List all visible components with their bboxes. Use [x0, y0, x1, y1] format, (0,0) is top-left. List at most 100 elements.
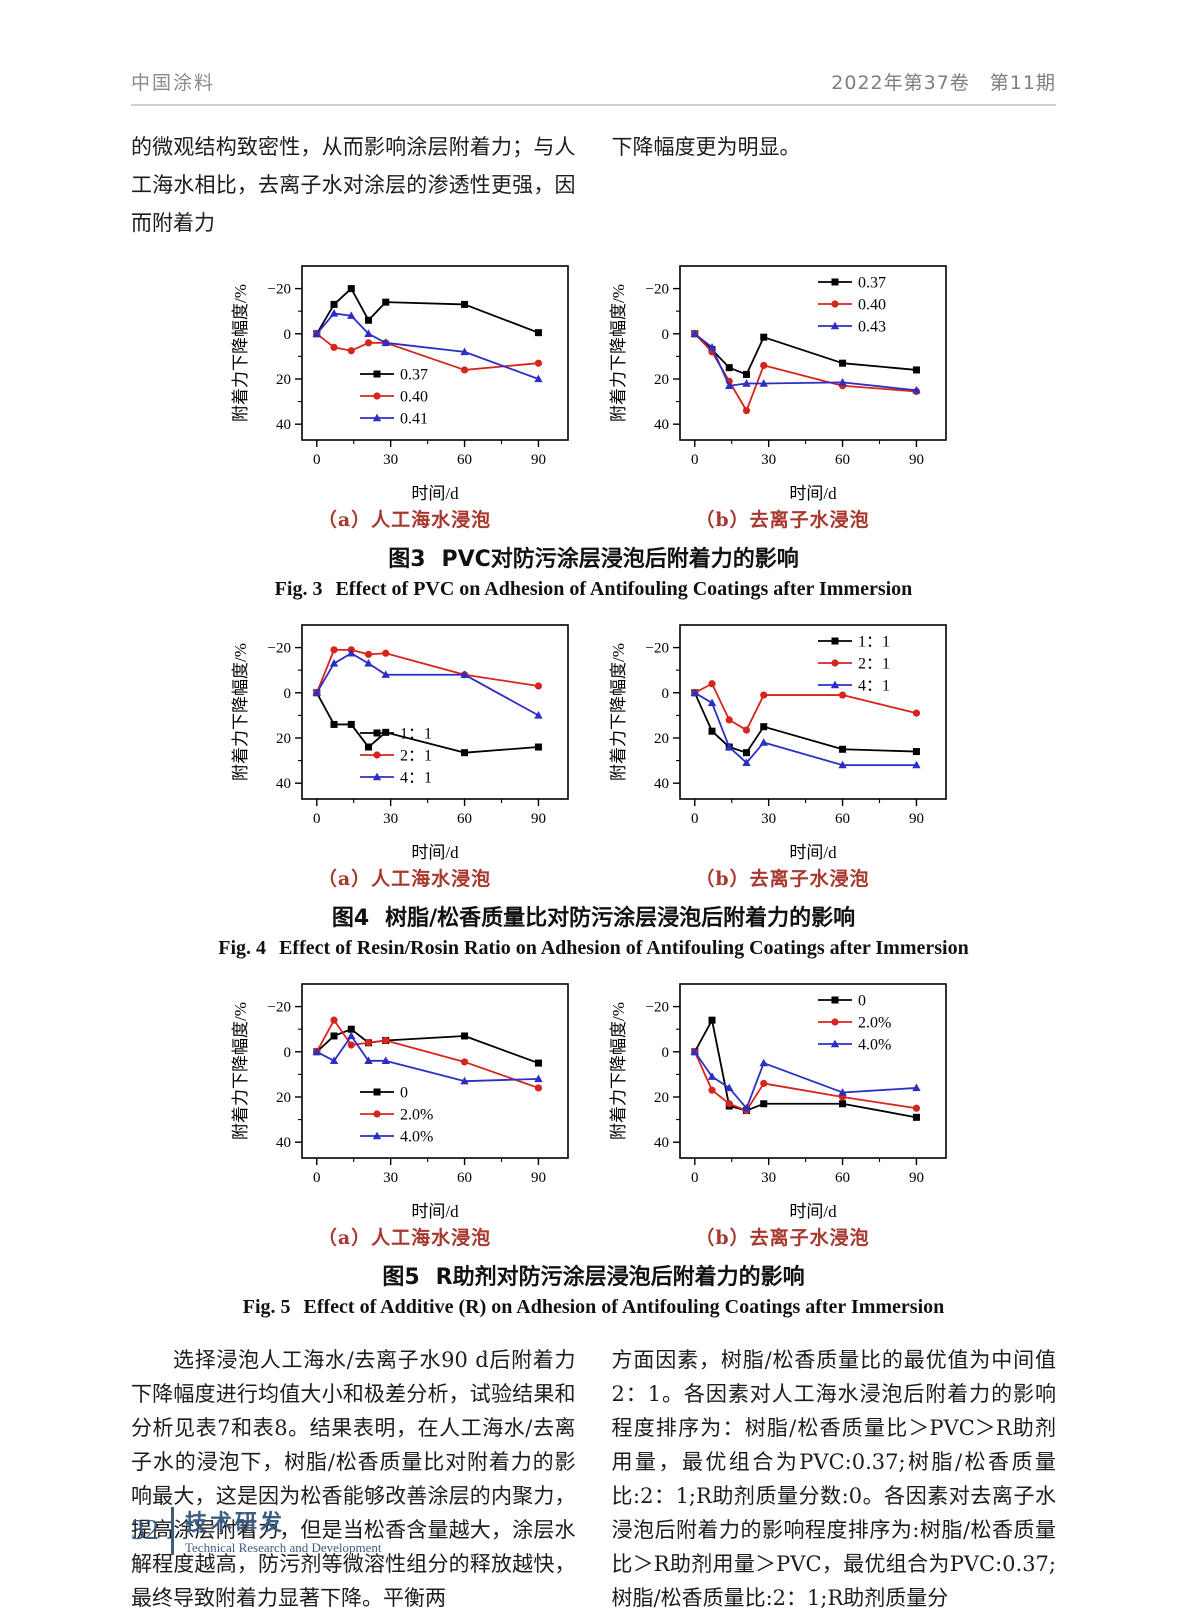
svg-text:20: 20 — [654, 372, 669, 388]
journal-name: 中国涂料 — [131, 72, 216, 94]
figure-5-caption-en: Fig. 5 Effect of Additive (R) on Adhesion… — [131, 1296, 1056, 1319]
svg-text:0: 0 — [313, 1170, 321, 1186]
svg-text:0: 0 — [691, 811, 699, 827]
svg-text:30: 30 — [383, 452, 398, 468]
svg-text:4：1: 4：1 — [400, 770, 432, 787]
figure-5-caption-en-label: Fig. 5 — [242, 1296, 291, 1318]
svg-text:0: 0 — [400, 1085, 408, 1102]
figure-3-caption-en-text: Effect of PVC on Adhesion of Antifouling… — [335, 578, 913, 600]
svg-text:30: 30 — [761, 1170, 776, 1186]
svg-text:2.0%: 2.0% — [400, 1107, 433, 1124]
svg-text:30: 30 — [761, 452, 776, 468]
body-left-column: 选择浸泡人工海水/去离子水90 d后附着力下降幅度进行均值大小和极差分析，试验结… — [131, 1348, 576, 1610]
svg-text:−20: −20 — [267, 641, 290, 657]
svg-text:20: 20 — [276, 1090, 291, 1106]
figure-4-charts: −20 0 20 40 0 30 60 90 时间/d 附着力下降幅度/% 1：1 2：1 4：1 （a… — [131, 611, 1056, 891]
chart-fig4b: −20 0 20 40 0 30 60 90 时间/d 附着力下降幅度/% 1：1 2：1 4：1 — [609, 624, 947, 862]
subcaption-4a: （a）人工海水浸泡 — [317, 868, 492, 890]
footer-divider — [171, 1506, 174, 1555]
svg-text:时间/d: 时间/d — [789, 484, 837, 503]
svg-text:附着力下降幅度/%: 附着力下降幅度/% — [231, 284, 250, 422]
chart-fig3a: −20 0 20 40 0 30 60 90 时间/d 附着力下降幅度/% 0.37 0.40 0.41 — [231, 265, 569, 503]
svg-text:0: 0 — [283, 1045, 291, 1061]
intro-paragraphs: 的微观结构致密性，从而影响涂层附着力；与人工海水相比，去离子水对涂层的渗透性更强… — [131, 128, 1056, 242]
figure-5-caption-zh-text: R助剂对防污涂层浸泡后附着力的影响 — [435, 1265, 805, 1290]
svg-text:−20: −20 — [645, 282, 668, 298]
svg-text:20: 20 — [276, 731, 291, 747]
svg-text:90: 90 — [530, 1170, 545, 1186]
svg-text:20: 20 — [654, 731, 669, 747]
svg-text:0: 0 — [283, 327, 291, 343]
svg-text:40: 40 — [654, 417, 669, 433]
svg-text:0.43: 0.43 — [858, 319, 886, 336]
figure-3-caption-zh-text: PVC对防污涂层浸泡后附着力的影响 — [441, 547, 799, 572]
svg-text:30: 30 — [383, 811, 398, 827]
svg-text:0: 0 — [661, 327, 669, 343]
svg-text:1：1: 1：1 — [858, 634, 890, 651]
svg-text:−20: −20 — [267, 282, 290, 298]
svg-text:60: 60 — [457, 452, 472, 468]
figure-4-caption-en: Fig. 4 Effect of Resin/Rosin Ratio on Adh… — [131, 937, 1056, 960]
body-paragraphs: 选择浸泡人工海水/去离子水90 d后附着力下降幅度进行均值大小和极差分析，试验结… — [131, 1343, 1056, 1615]
svg-text:2.0%: 2.0% — [858, 1015, 891, 1032]
figure-5-caption-zh-label: 图5 — [382, 1265, 420, 1290]
svg-text:0: 0 — [858, 993, 866, 1010]
figure-3-caption-en-label: Fig. 3 — [274, 578, 323, 600]
svg-text:60: 60 — [835, 811, 850, 827]
svg-text:−20: −20 — [645, 641, 668, 657]
figure-4-caption-zh-label: 图4 — [331, 906, 370, 931]
chart-fig4a: −20 0 20 40 0 30 60 90 时间/d 附着力下降幅度/% 1：1 2：1 4：1 — [231, 624, 569, 862]
figure-5-caption-zh: 图5 R助剂对防污涂层浸泡后附着力的影响 — [131, 1259, 1056, 1291]
svg-text:附着力下降幅度/%: 附着力下降幅度/% — [231, 643, 250, 781]
svg-text:40: 40 — [654, 1135, 669, 1151]
svg-text:0: 0 — [661, 1045, 669, 1061]
svg-text:0: 0 — [313, 811, 321, 827]
svg-text:附着力下降幅度/%: 附着力下降幅度/% — [609, 1002, 628, 1140]
svg-text:0: 0 — [283, 686, 291, 702]
intro-left-column: 的微观结构致密性，从而影响涂层附着力；与人工海水相比，去离子水对涂层的渗透性更强… — [131, 135, 576, 235]
svg-text:90: 90 — [908, 811, 923, 827]
svg-text:90: 90 — [530, 452, 545, 468]
svg-text:附着力下降幅度/%: 附着力下降幅度/% — [231, 1002, 250, 1140]
svg-text:2：1: 2：1 — [400, 748, 432, 765]
svg-text:4.0%: 4.0% — [400, 1129, 433, 1146]
page-footer: 32 技术研发 Technical Research and Developme… — [131, 1505, 382, 1556]
figure-3-caption-zh: 图3 PVC对防污涂层浸泡后附着力的影响 — [131, 541, 1056, 573]
figure-4: −20 0 20 40 0 30 60 90 时间/d 附着力下降幅度/% 1：1 2：1 4：1 （a… — [131, 611, 1056, 960]
svg-text:2：1: 2：1 — [858, 656, 890, 673]
subcaption-5b: （b）去离子水浸泡 — [695, 1227, 870, 1249]
svg-text:40: 40 — [654, 776, 669, 792]
svg-text:0: 0 — [691, 1170, 699, 1186]
svg-text:附着力下降幅度/%: 附着力下降幅度/% — [609, 284, 628, 422]
figure-5-caption-en-text: Effect of Additive (R) on Adhesion of An… — [303, 1296, 945, 1318]
figure-4a-block: −20 0 20 40 0 30 60 90 时间/d 附着力下降幅度/% 1：1 2：1 4：1 （a… — [230, 611, 580, 891]
svg-text:0: 0 — [691, 452, 699, 468]
svg-text:40: 40 — [276, 776, 291, 792]
chart-fig3b: −20 0 20 40 0 30 60 90 时间/d 附着力下降幅度/% 0.37 0.40 0.43 — [609, 265, 947, 503]
section-name-zh: 技术研发 — [185, 1511, 286, 1536]
page-number: 32 — [131, 1514, 159, 1546]
svg-text:时间/d: 时间/d — [789, 843, 837, 862]
svg-text:90: 90 — [908, 452, 923, 468]
figure-5b-block: −20 0 20 40 0 30 60 90 时间/d 附着力下降幅度/% 0 2.0% 4.0% （b… — [608, 970, 958, 1250]
svg-text:30: 30 — [383, 1170, 398, 1186]
body-right-column: 方面因素，树脂/松香质量比的最优值为中间值2：1。各因素对人工海水浸泡后附着力的… — [611, 1348, 1057, 1610]
figure-4-caption-en-text: Effect of Resin/Rosin Ratio on Adhesion … — [279, 937, 969, 959]
svg-text:时间/d: 时间/d — [789, 1202, 837, 1221]
figure-4-caption-zh: 图4 树脂/松香质量比对防污涂层浸泡后附着力的影响 — [131, 900, 1056, 932]
svg-text:0.40: 0.40 — [400, 389, 428, 406]
svg-text:40: 40 — [276, 1135, 291, 1151]
figure-4b-block: −20 0 20 40 0 30 60 90 时间/d 附着力下降幅度/% 1：1 2：1 4：1 （b… — [608, 611, 958, 891]
figure-3-caption-en: Fig. 3 Effect of PVC on Adhesion of Antif… — [131, 578, 1056, 601]
svg-text:0.41: 0.41 — [400, 411, 428, 428]
section-name-en: Technical Research and Development — [185, 1540, 382, 1555]
figure-5a-block: −20 0 20 40 0 30 60 90 时间/d 附着力下降幅度/% 0 2.0% 4.0% （a… — [230, 970, 580, 1250]
svg-text:0: 0 — [661, 686, 669, 702]
intro-right-column: 下降幅度更为明显。 — [611, 135, 801, 159]
figure-3a-block: −20 0 20 40 0 30 60 90 时间/d 附着力下降幅度/% 0.37 0.40 0.41… — [230, 252, 580, 532]
issue-info: 2022年第37卷 第11期 — [831, 72, 1056, 94]
svg-text:4.0%: 4.0% — [858, 1037, 891, 1054]
svg-text:90: 90 — [530, 811, 545, 827]
svg-text:20: 20 — [276, 372, 291, 388]
